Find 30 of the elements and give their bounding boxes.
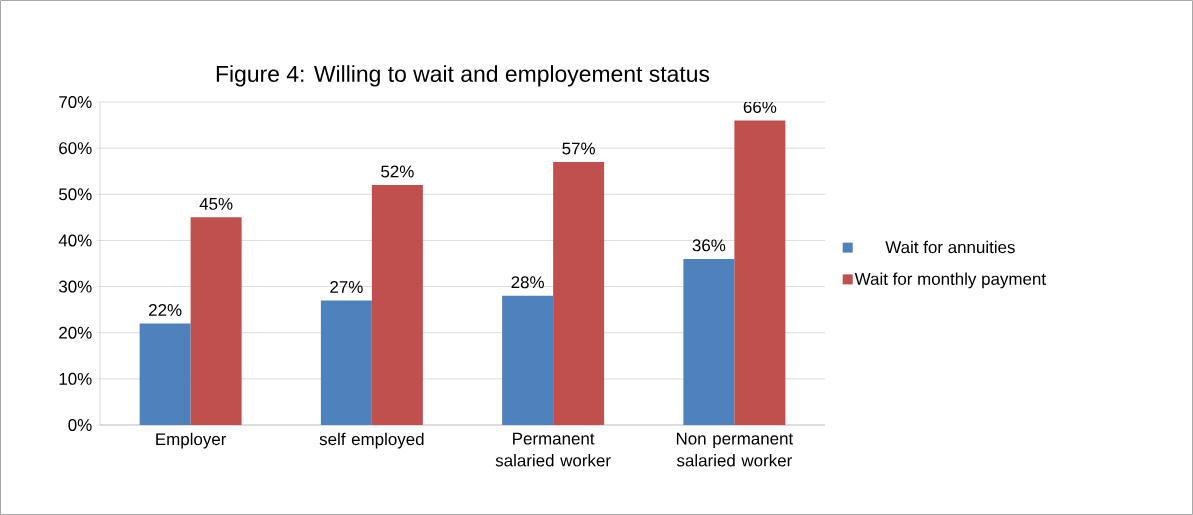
y-tick-label: 70% xyxy=(59,96,92,108)
bar xyxy=(683,258,735,425)
bar xyxy=(502,295,554,425)
data-label: 22% xyxy=(149,304,182,316)
bar xyxy=(320,300,372,425)
chart-title: Figure 4: Willing to wait and employement status xyxy=(216,65,710,87)
bar xyxy=(190,217,242,425)
data-label: 36% xyxy=(692,239,726,252)
x-tick-label: Non permanent salaried worker xyxy=(676,432,794,467)
y-tick-label: 40% xyxy=(58,234,92,247)
legend-label: Wait for annuities xyxy=(885,240,1015,254)
y-tick-label: 20% xyxy=(59,326,92,339)
y-tick-label: 0% xyxy=(68,419,92,431)
bar xyxy=(734,120,786,425)
bar xyxy=(371,185,423,425)
bar xyxy=(139,323,191,425)
y-tick-label: 30% xyxy=(58,280,92,293)
y-tick-label: 50% xyxy=(59,188,92,201)
data-label: 57% xyxy=(562,142,595,155)
x-tick-label: Employer xyxy=(156,432,227,449)
bar xyxy=(553,161,605,425)
data-label: 45% xyxy=(199,197,233,210)
legend-label: Wait for monthly payment xyxy=(854,272,1046,289)
y-tick-label: 10% xyxy=(59,372,92,385)
y-tick-label: 60% xyxy=(59,142,92,155)
x-tick-label: Permanent salaried worker xyxy=(495,432,611,467)
x-tick-label: self employed xyxy=(319,432,424,449)
data-label: 27% xyxy=(330,280,363,293)
data-label: 52% xyxy=(381,165,414,178)
data-label: 28% xyxy=(511,276,544,289)
